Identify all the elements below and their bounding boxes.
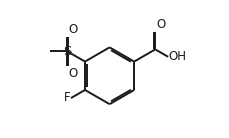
Text: O: O bbox=[68, 23, 77, 36]
Text: F: F bbox=[63, 91, 70, 104]
Text: O: O bbox=[155, 18, 164, 31]
Text: OH: OH bbox=[168, 50, 186, 63]
Text: S: S bbox=[63, 45, 71, 58]
Text: O: O bbox=[68, 67, 77, 80]
